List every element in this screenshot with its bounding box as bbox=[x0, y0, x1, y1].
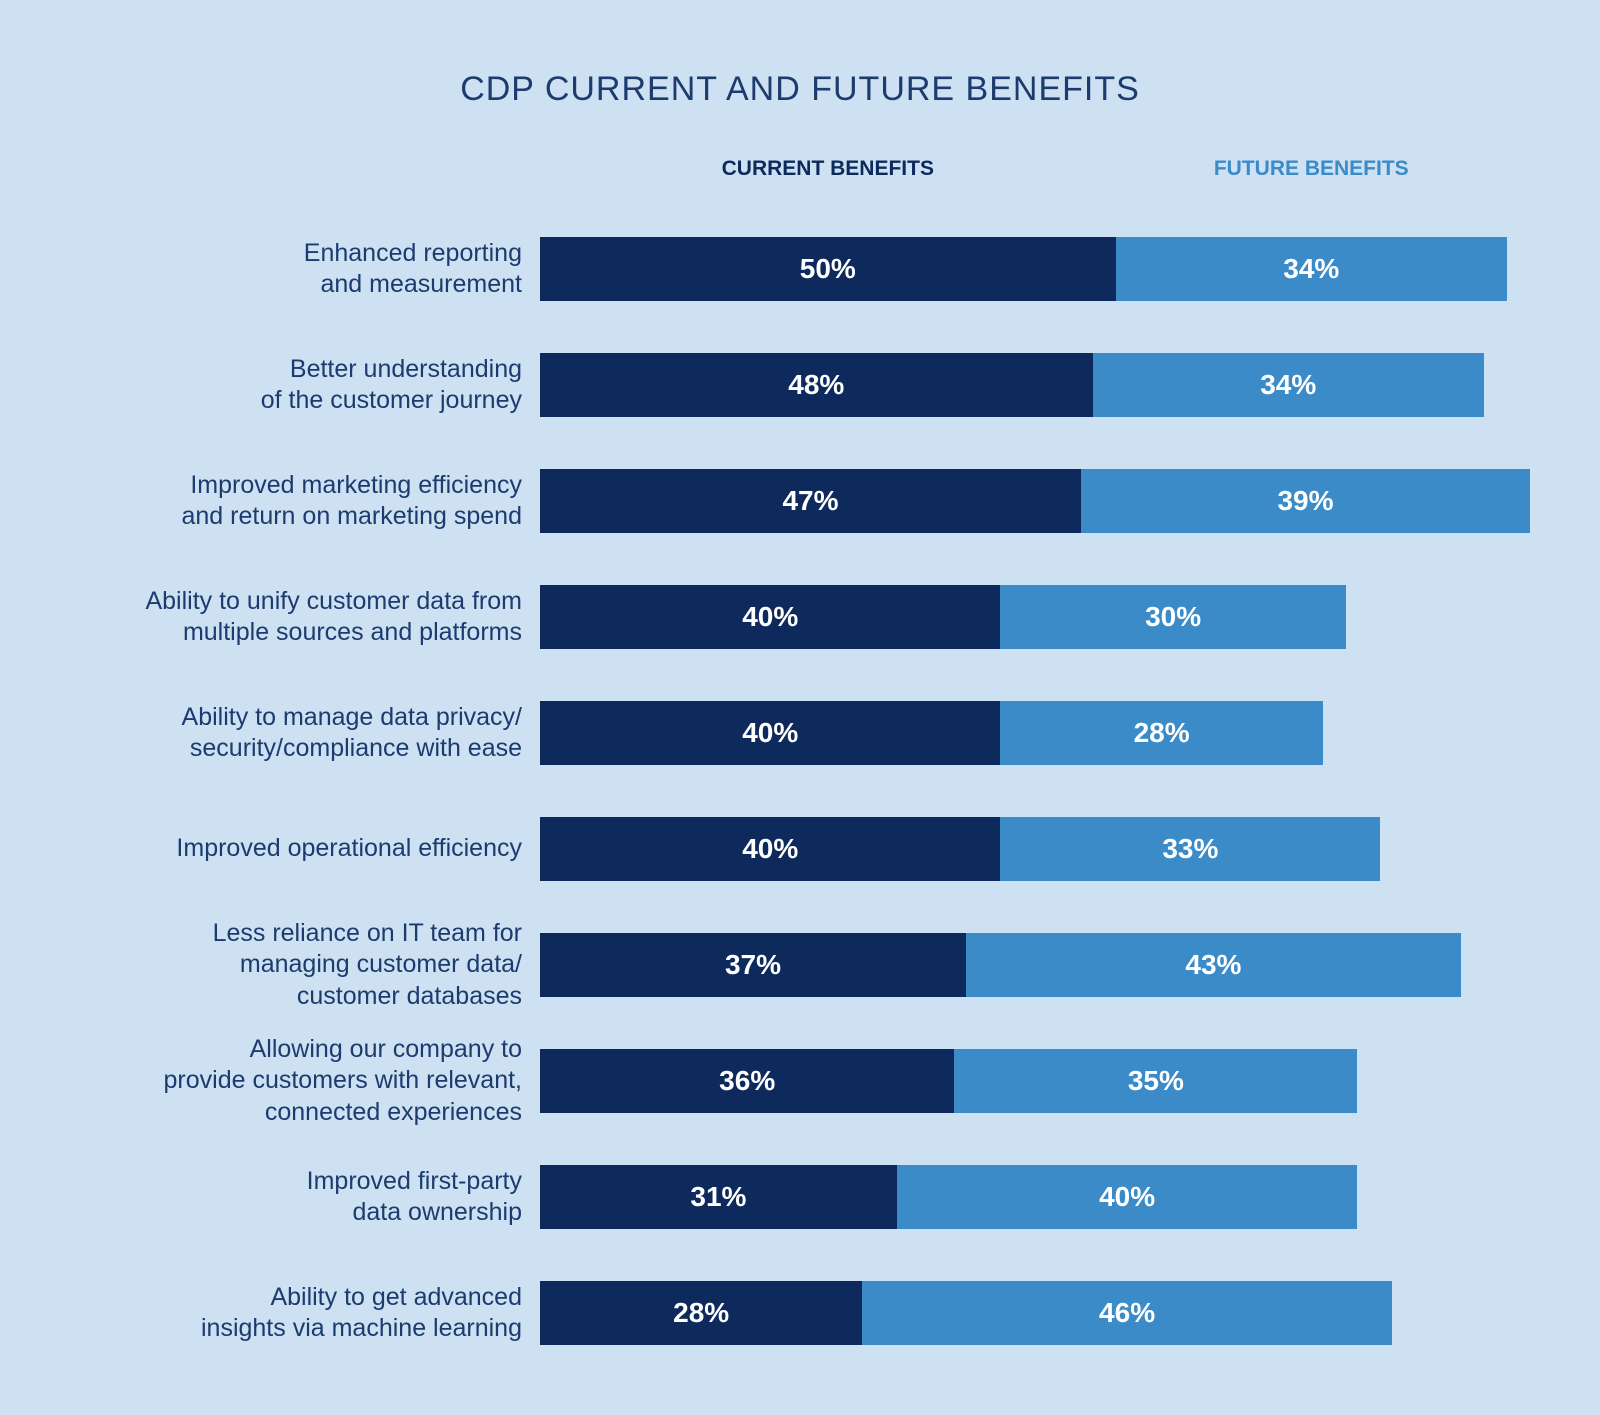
bar-segment-current: 40% bbox=[540, 701, 1000, 765]
bar-segment-future: 40% bbox=[897, 1165, 1357, 1229]
bar-row: Better understandingof the customer jour… bbox=[70, 327, 1530, 443]
row-label: Improved first-partydata ownership bbox=[70, 1166, 540, 1229]
bar-track: 40%28% bbox=[540, 701, 1530, 765]
row-label: Enhanced reportingand measurement bbox=[70, 238, 540, 301]
row-label: Less reliance on IT team formanaging cus… bbox=[70, 918, 540, 1012]
bar-segment-current: 31% bbox=[540, 1165, 897, 1229]
row-label: Ability to unify customer data frommulti… bbox=[70, 586, 540, 649]
bar-row: Improved first-partydata ownership31%40% bbox=[70, 1139, 1530, 1255]
legend-future: FUTURE BENEFITS bbox=[1116, 157, 1507, 181]
bar-row: Improved operational efficiency40%33% bbox=[70, 791, 1530, 907]
bar-row: Less reliance on IT team formanaging cus… bbox=[70, 907, 1530, 1023]
bar-segment-current: 36% bbox=[540, 1049, 954, 1113]
bar-row: Ability to unify customer data frommulti… bbox=[70, 559, 1530, 675]
bar-segment-future: 30% bbox=[1000, 585, 1345, 649]
bar-segment-current: 40% bbox=[540, 585, 1000, 649]
bar-segment-current: 40% bbox=[540, 817, 1000, 881]
row-label: Ability to get advancedinsights via mach… bbox=[70, 1282, 540, 1345]
row-label: Ability to manage data privacy/security/… bbox=[70, 702, 540, 765]
bar-segment-current: 50% bbox=[540, 237, 1116, 301]
row-label: Improved marketing efficiencyand return … bbox=[70, 470, 540, 533]
bar-row: Ability to manage data privacy/security/… bbox=[70, 675, 1530, 791]
bar-segment-future: 43% bbox=[966, 933, 1461, 997]
bar-track: 36%35% bbox=[540, 1049, 1530, 1113]
row-label: Improved operational efficiency bbox=[70, 833, 540, 864]
bar-row: Allowing our company toprovide customers… bbox=[70, 1023, 1530, 1139]
bar-segment-future: 35% bbox=[954, 1049, 1357, 1113]
bar-track: 28%46% bbox=[540, 1281, 1530, 1345]
bar-segment-future: 33% bbox=[1000, 817, 1380, 881]
bar-track: 40%30% bbox=[540, 585, 1530, 649]
bar-track: 37%43% bbox=[540, 933, 1530, 997]
bar-row: Improved marketing efficiencyand return … bbox=[70, 443, 1530, 559]
bar-row: Ability to get advancedinsights via mach… bbox=[70, 1255, 1530, 1371]
bar-segment-future: 39% bbox=[1081, 469, 1530, 533]
legend-spacer bbox=[70, 157, 540, 181]
bar-row: Enhanced reportingand measurement50%34% bbox=[70, 211, 1530, 327]
bar-segment-current: 37% bbox=[540, 933, 966, 997]
bar-segment-future: 28% bbox=[1000, 701, 1322, 765]
bar-track: 48%34% bbox=[540, 353, 1530, 417]
bar-segment-future: 46% bbox=[862, 1281, 1392, 1345]
row-label: Allowing our company toprovide customers… bbox=[70, 1034, 540, 1128]
bar-track: 47%39% bbox=[540, 469, 1530, 533]
bar-segment-current: 48% bbox=[540, 353, 1093, 417]
row-label: Better understandingof the customer jour… bbox=[70, 354, 540, 417]
bar-segment-current: 28% bbox=[540, 1281, 862, 1345]
legend-current: CURRENT BENEFITS bbox=[540, 157, 1116, 181]
legend: CURRENT BENEFITS FUTURE BENEFITS bbox=[70, 157, 1530, 181]
chart-container: CDP CURRENT AND FUTURE BENEFITS CURRENT … bbox=[70, 70, 1530, 1371]
bar-segment-current: 47% bbox=[540, 469, 1081, 533]
bar-segment-future: 34% bbox=[1116, 237, 1507, 301]
chart-title: CDP CURRENT AND FUTURE BENEFITS bbox=[70, 70, 1530, 109]
bar-segment-future: 34% bbox=[1093, 353, 1484, 417]
bar-track: 50%34% bbox=[540, 237, 1530, 301]
legend-labels: CURRENT BENEFITS FUTURE BENEFITS bbox=[540, 157, 1530, 181]
bar-chart: Enhanced reportingand measurement50%34%B… bbox=[70, 211, 1530, 1371]
bar-track: 31%40% bbox=[540, 1165, 1530, 1229]
bar-track: 40%33% bbox=[540, 817, 1530, 881]
